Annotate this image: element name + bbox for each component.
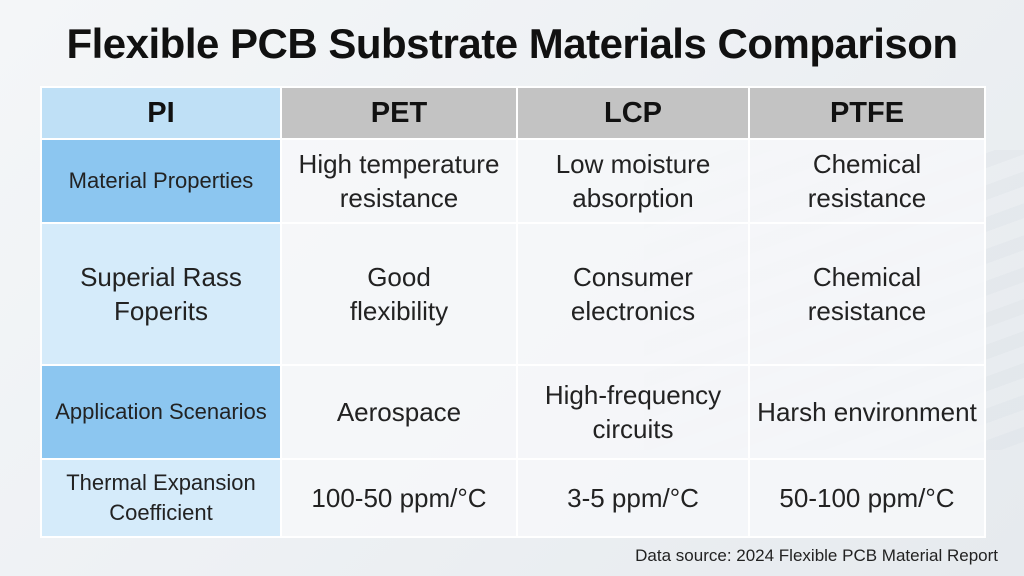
table-cell: High temperature resistance xyxy=(280,138,518,224)
row-label-line: Coefficient xyxy=(109,500,213,525)
cell-line: Low moisture xyxy=(555,149,711,179)
table-cell: 3-5 ppm/°C xyxy=(516,458,750,538)
row-label-line: Application Scenarios xyxy=(55,399,267,424)
cell-line: Aerospace xyxy=(336,397,462,427)
table-cell: Harsh environment xyxy=(748,364,986,460)
cell-line: 3-5 ppm/°C xyxy=(567,483,699,513)
cell-line: resistance xyxy=(807,296,927,326)
table-cell: Aerospace xyxy=(280,364,518,460)
row-label-line: Thermal Expansion xyxy=(66,470,256,495)
table-cell: Consumer electronics xyxy=(516,222,750,366)
row-label-line: Superial Rass xyxy=(80,262,242,292)
cell-line: absorption xyxy=(572,183,694,213)
cell-line: flexibility xyxy=(349,296,449,326)
header-cell-lcp: LCP xyxy=(516,86,750,140)
row-label-line: Foperits xyxy=(114,296,208,326)
row-label-thermal-expansion: Thermal Expansion Coefficient xyxy=(40,458,282,538)
table-cell: 50-100 ppm/°C xyxy=(748,458,986,538)
table-row: Material Properties High temperature res… xyxy=(40,138,986,224)
row-label-superial-rass-foperits: Superial Rass Foperits xyxy=(40,222,282,366)
row-label-line: Material Properties xyxy=(68,168,254,193)
cell-line: Chemical xyxy=(812,262,922,292)
cell-line: Consumer xyxy=(573,262,693,292)
cell-line: resistance xyxy=(807,183,927,213)
table-cell: Low moisture absorption xyxy=(516,138,750,224)
comparison-table: PI PET LCP PTFE Material Properties High… xyxy=(40,86,986,538)
cell-line: electronics xyxy=(570,296,696,326)
table-cell: High-frequency circuits xyxy=(516,364,750,460)
header-cell-pet: PET xyxy=(280,86,518,140)
table-cell: Chemical resistance xyxy=(748,138,986,224)
data-source-note: Data source: 2024 Flexible PCB Material … xyxy=(635,546,998,565)
cell-line: High temperature xyxy=(298,149,500,179)
header-cell-pi: PI xyxy=(40,86,282,140)
header-row: PI PET LCP PTFE xyxy=(40,86,986,140)
cell-line: 50-100 ppm/°C xyxy=(779,483,955,513)
row-label-material-properties: Material Properties xyxy=(40,138,282,224)
header-cell-ptfe: PTFE xyxy=(748,86,986,140)
table-cell: 100-50 ppm/°C xyxy=(280,458,518,538)
cell-line: circuits xyxy=(592,414,674,444)
table-row: Thermal Expansion Coefficient 100-50 ppm… xyxy=(40,458,986,538)
cell-line: 100-50 ppm/°C xyxy=(311,483,487,513)
table-row: Superial Rass Foperits Good flexibility … xyxy=(40,222,986,366)
cell-line: resistance xyxy=(339,183,459,213)
cell-line: Good xyxy=(367,262,431,292)
cell-line: Chemical xyxy=(812,149,922,179)
table-cell: Chemical resistance xyxy=(748,222,986,366)
cell-line: High-frequency xyxy=(544,380,722,410)
table-cell: Good flexibility xyxy=(280,222,518,366)
table-row: Application Scenarios Aerospace High-fre… xyxy=(40,364,986,460)
row-label-application-scenarios: Application Scenarios xyxy=(40,364,282,460)
page-title: Flexible PCB Substrate Materials Compari… xyxy=(66,20,958,67)
cell-line: Harsh environment xyxy=(757,397,977,427)
